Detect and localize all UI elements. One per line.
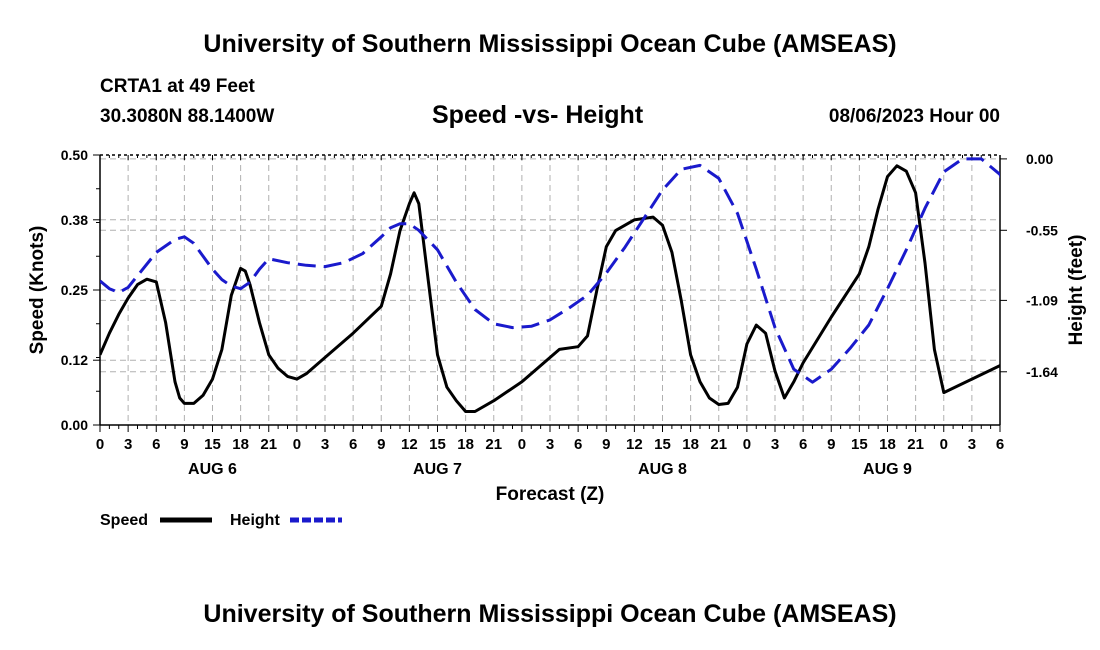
x-tick-label: 6 <box>574 436 582 453</box>
y-right-axis-title: Height (feet) <box>1066 235 1087 346</box>
x-tick-label: 6 <box>996 436 1004 453</box>
x-tick-label: 21 <box>260 436 277 453</box>
x-tick-label: 9 <box>377 436 385 453</box>
y-left-axis-title: Speed (Knots) <box>27 226 48 355</box>
x-tick-label: 15 <box>851 436 868 453</box>
station-label: CRTA1 at 49 Feet <box>100 76 255 97</box>
grid <box>100 155 1000 425</box>
x-axis-title: Forecast (Z) <box>496 484 605 505</box>
x-tick-label: 21 <box>485 436 502 453</box>
x-tick-label: 15 <box>429 436 446 453</box>
y-left-tick-label: 0.00 <box>61 417 88 433</box>
x-tick-label: 18 <box>232 436 249 453</box>
series-line-speed <box>100 164 1000 413</box>
x-tick-label: 18 <box>457 436 474 453</box>
x-tick-label: 18 <box>879 436 896 453</box>
y-right-tick-label: -0.55 <box>1026 222 1058 238</box>
x-tick-label: 3 <box>124 436 132 453</box>
x-tick-label: 0 <box>293 436 301 453</box>
x-tick-label: 6 <box>152 436 160 453</box>
y-right-tick-label: 0.00 <box>1026 151 1053 167</box>
x-tick-label: 3 <box>546 436 554 453</box>
x-tick-label: 15 <box>204 436 221 453</box>
legend-label-speed: Speed <box>100 512 148 529</box>
x-tick-label: 21 <box>710 436 727 453</box>
legend-label-height: Height <box>230 512 280 529</box>
y-right-tick-label: -1.64 <box>1026 364 1058 380</box>
chart-subtitle: Speed -vs- Height <box>432 101 644 129</box>
legend: Speed Height <box>100 512 342 529</box>
chart-title-bottom: University of Southern Mississippi Ocean… <box>203 600 897 628</box>
x-tick-label: 21 <box>907 436 924 453</box>
datetime-label: 08/06/2023 Hour 00 <box>828 106 1000 127</box>
x-tick-label: 3 <box>321 436 329 453</box>
x-tick-label: 3 <box>771 436 779 453</box>
x-tick-label: 9 <box>602 436 610 453</box>
series-line-height <box>100 157 1000 384</box>
x-tick-label: 9 <box>180 436 188 453</box>
y-left-tick-label: 0.12 <box>61 352 88 368</box>
x-tick-label: 12 <box>401 436 418 453</box>
x-tick-label: 9 <box>827 436 835 453</box>
x-tick-label: 0 <box>96 436 104 453</box>
x-tick-label: 3 <box>968 436 976 453</box>
day-label: AUG 8 <box>638 461 687 478</box>
x-tick-label: 6 <box>799 436 807 453</box>
series-group <box>100 157 1000 413</box>
y-left-tick-label: 0.50 <box>61 147 88 163</box>
x-tick-label: 6 <box>349 436 357 453</box>
x-tick-label: 0 <box>518 436 526 453</box>
day-label: AUG 7 <box>413 461 462 478</box>
chart-title-top: University of Southern Mississippi Ocean… <box>203 30 897 58</box>
day-label: AUG 9 <box>863 461 912 478</box>
x-tick-label: 15 <box>654 436 671 453</box>
y-left-tick-label: 0.25 <box>61 282 88 298</box>
x-tick-label: 18 <box>682 436 699 453</box>
y-left-tick-label: 0.38 <box>61 212 88 228</box>
y-right-tick-label: -1.09 <box>1026 292 1058 308</box>
day-label: AUG 6 <box>188 461 237 478</box>
x-tick-label: 0 <box>743 436 751 453</box>
axes <box>93 154 1007 432</box>
x-tick-label: 12 <box>626 436 643 453</box>
x-tick-label: 0 <box>940 436 948 453</box>
axis-labels: 0 3 6 9 15 18 21 0 3 6 9 12 15 18 21 0 3 6 9 12 15 18 21 0 3 6 9 15… <box>27 147 1087 505</box>
coordinates-label: 30.3080N 88.1400W <box>100 106 275 127</box>
